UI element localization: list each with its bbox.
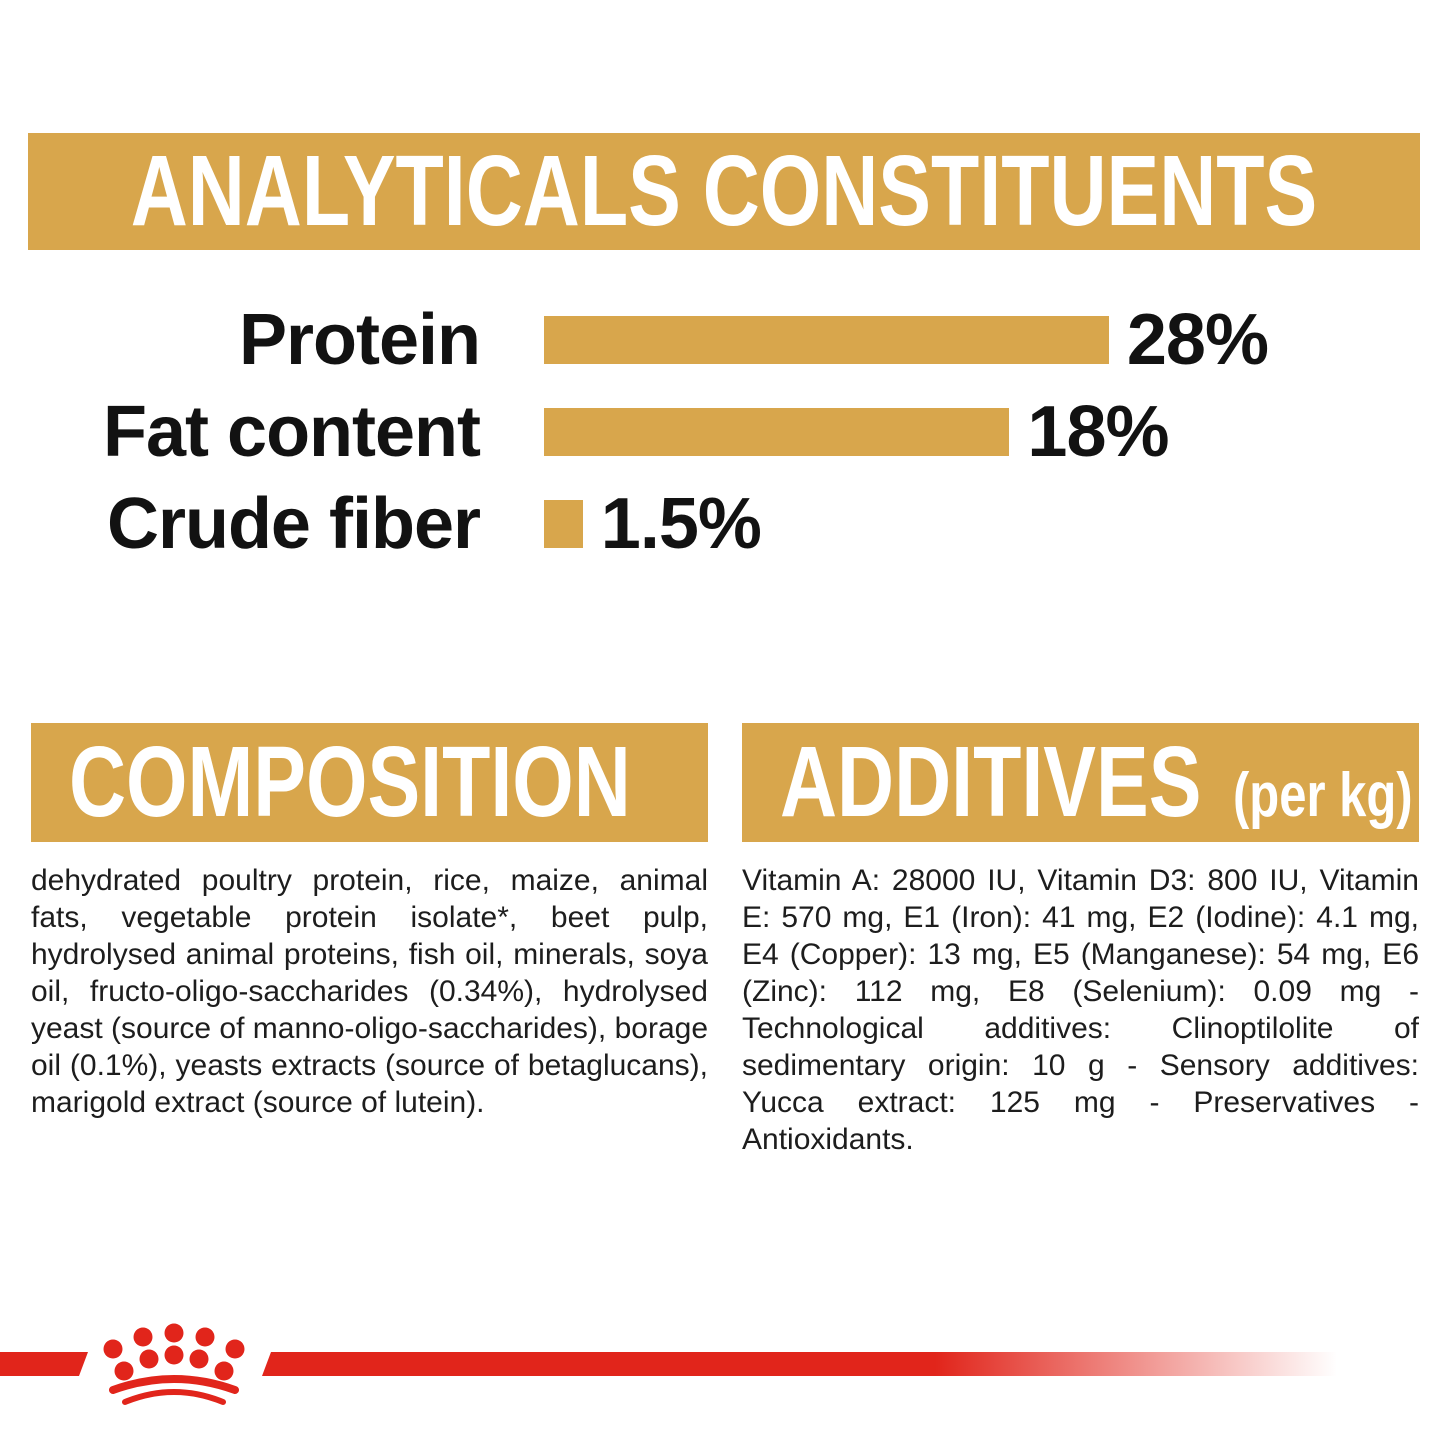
info-columns: COMPOSITION dehydrated poultry protein, … xyxy=(31,723,1420,1188)
analyticals-chart: Protein 28% Fat content 18% Crude fiber 1.5% xyxy=(0,300,1445,592)
chart-row: Protein 28% xyxy=(0,300,1445,380)
chart-value-label: 1.5% xyxy=(600,484,762,564)
chart-bar-track: 28% xyxy=(544,299,1269,381)
additives-title: ADDITIVES xyxy=(780,726,1202,838)
chart-value-label: 18% xyxy=(1027,392,1169,472)
royal-canin-crown-logo xyxy=(103,1323,245,1405)
chart-bar xyxy=(544,408,1010,456)
additives-body-text: Vitamin A: 28000 IU, Vitamin D3: 800 IU,… xyxy=(742,864,1419,1156)
chart-category-label: Protein xyxy=(238,300,481,380)
analyticals-title: ANALYTICALS CONSTITUENTS xyxy=(130,135,1318,247)
composition-body-text: dehydrated poultry protein, rice, maize,… xyxy=(31,864,709,1119)
composition-title: COMPOSITION xyxy=(69,726,631,838)
composition-header-banner: COMPOSITION xyxy=(31,723,708,842)
analyticals-header-banner: ANALYTICALS CONSTITUENTS xyxy=(28,133,1420,250)
crown-arc-outer xyxy=(109,1375,239,1394)
additives-section: ADDITIVES (per kg) Vitamin A: 28000 IU, … xyxy=(742,723,1419,1188)
chart-bar xyxy=(544,500,583,548)
additives-header-banner: ADDITIVES (per kg) xyxy=(742,723,1419,842)
red-divider-line-right xyxy=(262,1352,1348,1376)
red-divider-line-left xyxy=(0,1352,88,1376)
chart-category-label: Fat content xyxy=(103,392,481,472)
additives-unit-note: (per kg) xyxy=(1232,761,1413,830)
chart-value-label: 28% xyxy=(1126,300,1269,380)
crown-arc-inner xyxy=(122,1389,226,1405)
chart-bar-track: 18% xyxy=(544,391,1268,473)
chart-row: Fat content 18% xyxy=(0,392,1445,472)
chart-bar xyxy=(544,316,1109,364)
chart-category-label: Crude fiber xyxy=(106,484,481,564)
crown-pearls xyxy=(103,1323,245,1381)
composition-section: COMPOSITION dehydrated poultry protein, … xyxy=(31,723,708,1188)
chart-row: Crude fiber 1.5% xyxy=(0,484,1445,564)
chart-bar-track: 1.5% xyxy=(544,483,1268,565)
